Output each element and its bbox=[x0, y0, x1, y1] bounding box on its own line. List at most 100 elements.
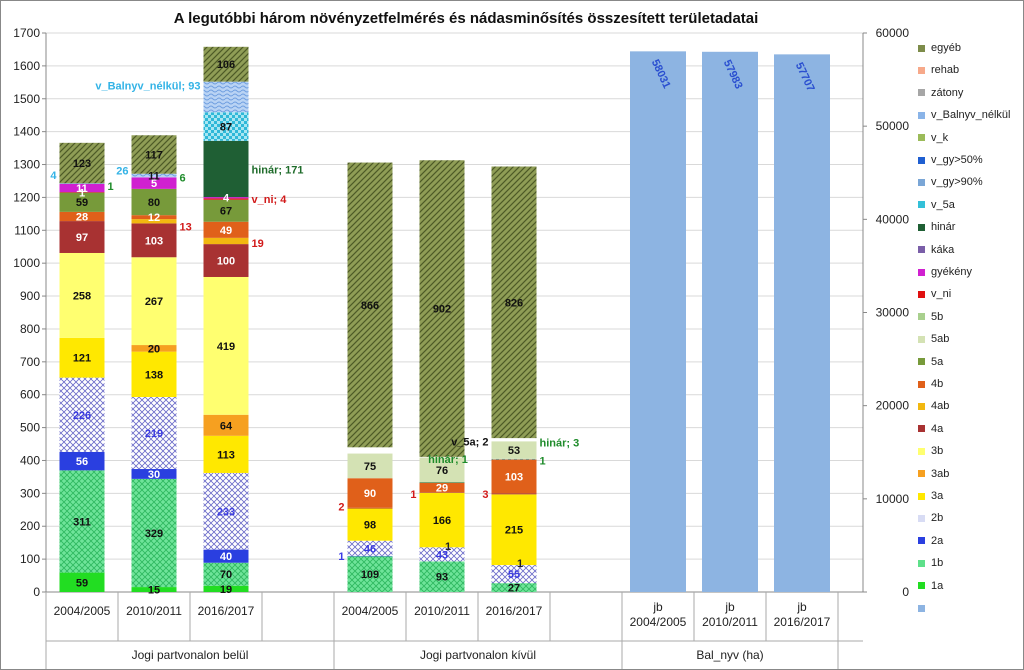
bar-segment-4a bbox=[59, 221, 105, 253]
bar-segment-3b bbox=[59, 252, 105, 338]
data-label: 59 bbox=[76, 577, 88, 589]
legend-item: 5a bbox=[918, 354, 943, 370]
callout-label: hinár; 1 bbox=[428, 454, 468, 466]
callout-label: 4 bbox=[50, 170, 57, 182]
legend-swatch bbox=[918, 134, 925, 142]
bar-segment-5a bbox=[203, 199, 249, 222]
legend-swatch bbox=[918, 582, 925, 590]
legend-label: 4ab bbox=[931, 400, 950, 413]
bar-segment-v_ni bbox=[203, 198, 249, 200]
callout-label: v_ni; 4 bbox=[252, 194, 288, 206]
bar-segment-v_ni bbox=[59, 192, 105, 193]
legend-label: hinár bbox=[931, 221, 956, 234]
legend-swatch bbox=[918, 559, 925, 567]
legend-label: káka bbox=[931, 243, 955, 256]
legend-item: v_ni bbox=[918, 286, 951, 302]
category-axis: 2004/2005 2010/2011 2016/2017 2004/2005 2010… bbox=[45, 592, 863, 669]
bar-segment-3b bbox=[203, 276, 249, 415]
category-label: 2016/2017 bbox=[198, 604, 255, 618]
bar-segment-5ab bbox=[419, 457, 465, 483]
data-label: 70 bbox=[220, 569, 232, 581]
y-left-tick-label: 1200 bbox=[13, 190, 40, 204]
data-label: 97 bbox=[76, 232, 88, 244]
category-label: 2004/2005 bbox=[630, 615, 687, 629]
y-right-tick-label: 50000 bbox=[876, 119, 910, 133]
bar-segment-2b bbox=[491, 565, 537, 584]
data-label: 19 bbox=[220, 584, 232, 596]
data-label: 46 bbox=[364, 543, 376, 555]
bar-bal-nyv bbox=[702, 51, 758, 592]
y-left-tick-label: 600 bbox=[20, 388, 40, 402]
legend-item: 4a bbox=[918, 421, 943, 437]
data-label: 5 bbox=[151, 178, 157, 190]
data-label: 93 bbox=[436, 572, 448, 584]
category-label: 2016/2017 bbox=[774, 615, 831, 629]
callout-label: 1 bbox=[445, 541, 451, 553]
bar-segment-1b bbox=[203, 562, 249, 586]
bar-segment-1b bbox=[347, 556, 393, 592]
y-left-tick-label: 1000 bbox=[13, 256, 40, 270]
y-right-tick-label: 20000 bbox=[876, 399, 910, 413]
data-label: 219 bbox=[145, 428, 163, 440]
y-left-tick-label: 0 bbox=[33, 585, 40, 599]
legend-item: 4b bbox=[918, 376, 943, 392]
y-right-tick-label: 0 bbox=[902, 585, 909, 599]
bar-bal-nyv bbox=[630, 51, 686, 592]
legend-label: 1b bbox=[931, 557, 944, 570]
y-left-tick-label: 1100 bbox=[14, 223, 40, 237]
y-right-tick-label: 10000 bbox=[876, 492, 910, 506]
bar-segment-egyeb bbox=[203, 46, 249, 82]
bar-segment-5ab bbox=[491, 441, 537, 459]
data-label: 59 bbox=[76, 197, 88, 209]
data-label: 233 bbox=[217, 506, 235, 518]
callout-label: 6 bbox=[180, 173, 186, 185]
chart-title: A legutóbbi három növényzetfelmérés és n… bbox=[174, 10, 759, 27]
legend-label: v_5a bbox=[931, 198, 955, 211]
legend-item: v_5a bbox=[918, 197, 955, 213]
bar-segment-1b bbox=[419, 561, 465, 592]
legend-swatch bbox=[918, 223, 925, 231]
data-label: 113 bbox=[217, 449, 235, 461]
category-label: 2016/2017 bbox=[486, 604, 543, 618]
legend-label: zátony bbox=[931, 86, 964, 99]
legend-swatch bbox=[918, 178, 925, 186]
legend-label: 1a bbox=[931, 579, 944, 592]
bar-bal-nyv bbox=[774, 54, 830, 593]
legend-label: v_gy>90% bbox=[931, 176, 983, 189]
axes: 0100200300400500600700800900100011001200… bbox=[13, 26, 909, 599]
legend-item: v_Balnyv_nélkül bbox=[918, 107, 1011, 123]
data-label: 75 bbox=[364, 461, 376, 473]
callout-label: 1 bbox=[108, 181, 114, 193]
data-label: 106 bbox=[217, 59, 235, 71]
data-label: 28 bbox=[76, 211, 88, 223]
callout-label: 1 bbox=[517, 558, 523, 570]
category-label: 2010/2011 bbox=[414, 604, 470, 618]
legend-item bbox=[918, 600, 931, 616]
data-label: 87 bbox=[220, 122, 232, 134]
legend-label: 3b bbox=[931, 445, 944, 458]
legend-swatch bbox=[918, 470, 925, 478]
legend-swatch bbox=[918, 89, 925, 97]
data-label: 11 bbox=[148, 171, 160, 183]
callout-label: 2 bbox=[338, 502, 344, 514]
bar-segment-4b bbox=[203, 221, 249, 238]
legend-label: 2a bbox=[931, 534, 944, 547]
legend-swatch bbox=[918, 492, 925, 500]
data-label: 80 bbox=[148, 197, 160, 209]
category-label: jb bbox=[796, 600, 807, 614]
data-label: 55 bbox=[508, 569, 520, 581]
group-label: Jogi partvonalon kívül bbox=[420, 648, 536, 662]
legend-item: zátony bbox=[918, 85, 963, 101]
legend-label: egyéb bbox=[931, 42, 961, 54]
legend-item: gyékény bbox=[918, 264, 972, 280]
data-label: 826 bbox=[505, 297, 523, 309]
bar-segment-v_balnyv bbox=[131, 173, 177, 178]
bar-segment-2b bbox=[419, 547, 465, 562]
legend-item: 3ab bbox=[918, 466, 949, 482]
legend-label: 3a bbox=[931, 490, 944, 502]
y-left-tick-label: 1300 bbox=[13, 158, 40, 172]
category-label: jb bbox=[724, 600, 735, 614]
bar-segment-egyeb bbox=[347, 162, 393, 448]
data-label: 866 bbox=[361, 300, 379, 312]
